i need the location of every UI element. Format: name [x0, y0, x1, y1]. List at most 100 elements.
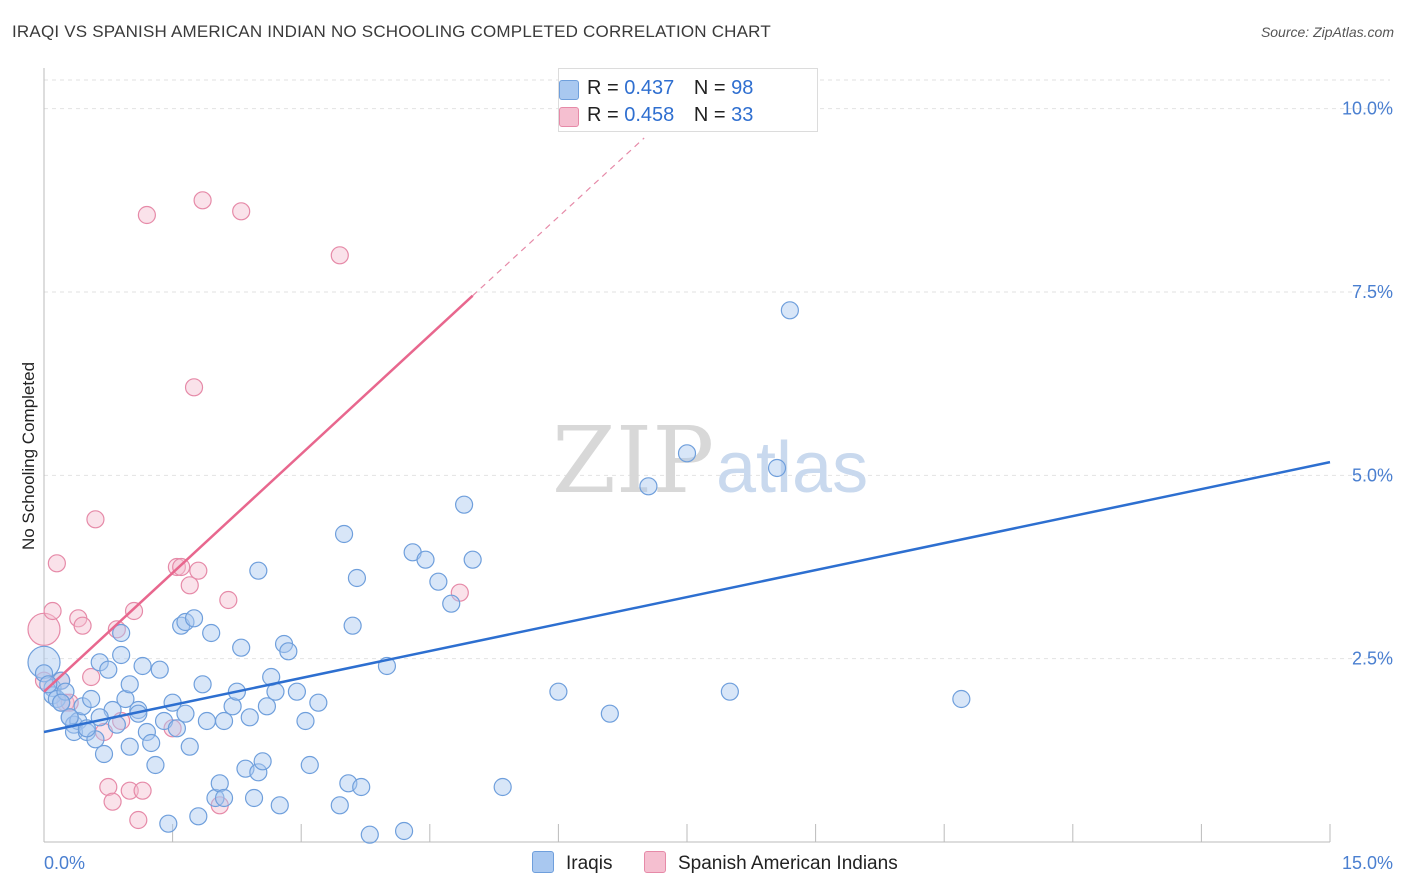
legend-swatch-pink — [559, 107, 579, 127]
data-point — [287, 682, 307, 701]
data-point — [189, 561, 208, 580]
data-point — [180, 737, 199, 756]
trendline-spanish-dashed-extension — [472, 137, 645, 297]
data-point — [202, 623, 221, 643]
data-point — [232, 202, 251, 221]
trendlines — [43, 137, 1331, 734]
data-point — [159, 814, 178, 833]
data-point — [347, 568, 367, 588]
data-point — [454, 495, 474, 514]
data-point — [167, 719, 186, 738]
data-point — [82, 667, 101, 687]
data-point — [43, 601, 62, 621]
trendline-iraqis — [43, 460, 1331, 734]
data-point — [330, 246, 349, 265]
data-point — [86, 510, 105, 529]
data-point — [116, 689, 135, 709]
data-point — [133, 781, 152, 800]
data-point — [146, 755, 165, 775]
axes — [43, 68, 1331, 843]
data-point — [137, 205, 156, 225]
data-point — [193, 675, 212, 694]
data-point — [249, 763, 268, 782]
data-point — [52, 693, 71, 712]
legend-swatch-blue — [559, 80, 579, 100]
data-point — [39, 675, 58, 694]
y-tick-label: 7.5% — [1352, 282, 1393, 302]
data-point — [352, 777, 371, 797]
data-point — [677, 444, 697, 463]
data-point — [47, 554, 66, 573]
data-point — [334, 524, 354, 544]
trendline-spanish-american-indians — [43, 294, 474, 693]
watermark-atlas: atlas — [716, 428, 868, 508]
data-point — [112, 623, 131, 643]
x-tick-label-min: 0.0% — [44, 853, 85, 873]
bottom-legend-spanish: Spanish American Indians — [644, 851, 898, 875]
data-point — [330, 796, 349, 815]
legend-n-label: N = — [693, 77, 726, 99]
data-point — [120, 675, 139, 694]
legend-r-label: R = — [587, 104, 619, 126]
data-point — [232, 638, 251, 657]
data-point — [223, 697, 242, 716]
data-point — [279, 642, 298, 661]
data-point — [639, 477, 658, 496]
data-point — [767, 458, 787, 478]
data-point — [176, 704, 195, 723]
data-point — [600, 704, 619, 723]
data-point — [90, 708, 109, 727]
chart-title: IRAQI VS SPANISH AMERICAN INDIAN NO SCHO… — [12, 22, 771, 41]
y-tick-label: 5.0% — [1352, 465, 1393, 485]
bottom-legend-iraqis: Iraqis — [532, 851, 612, 875]
data-point — [360, 825, 379, 844]
data-point — [133, 656, 152, 676]
legend-r-label: R = — [587, 77, 619, 99]
data-point — [244, 788, 264, 808]
data-point — [270, 796, 289, 815]
data-point — [180, 576, 199, 595]
bottom-legend-swatch-pink — [644, 851, 666, 873]
data-point — [257, 697, 277, 716]
data-point — [184, 609, 204, 628]
data-point — [463, 550, 482, 569]
data-point — [189, 807, 208, 826]
data-point — [197, 711, 216, 731]
data-point — [300, 755, 319, 775]
data-point — [94, 744, 114, 764]
data-point — [210, 774, 229, 793]
data-point — [214, 711, 234, 731]
data-point — [150, 660, 169, 679]
series-iraqis — [27, 301, 971, 844]
data-point — [296, 711, 315, 731]
data-point — [137, 722, 156, 742]
data-point — [112, 645, 131, 665]
data-point — [124, 601, 144, 621]
data-point — [99, 777, 118, 797]
data-point — [720, 682, 739, 701]
data-point — [249, 561, 268, 580]
data-point — [172, 557, 191, 577]
y-tick-labels: 2.5% 5.0% 7.5% 10.0% — [1342, 99, 1393, 669]
data-point — [493, 777, 512, 797]
gridlines — [44, 79, 1390, 660]
legend-n-value-spanish: 33 — [731, 104, 754, 126]
legend-n-value-iraqis: 98 — [731, 77, 754, 99]
data-point — [253, 752, 272, 771]
data-point — [442, 594, 461, 613]
x-tick-label-max: 15.0% — [1342, 853, 1393, 873]
data-point — [60, 708, 79, 727]
data-point — [120, 737, 139, 756]
data-point — [309, 693, 328, 712]
data-point — [343, 616, 362, 635]
data-point — [219, 590, 238, 610]
data-point — [240, 708, 259, 727]
data-point — [120, 781, 139, 800]
data-point — [184, 378, 204, 397]
legend-row-iraqis: R = 0.437 N = 98 — [559, 77, 754, 100]
data-point — [549, 682, 568, 701]
y-tick-label: 2.5% — [1352, 649, 1393, 669]
legend-row-spanish-american-indians: R = 0.458 N = 33 — [559, 104, 754, 127]
legend-n-label: N = — [693, 104, 726, 126]
